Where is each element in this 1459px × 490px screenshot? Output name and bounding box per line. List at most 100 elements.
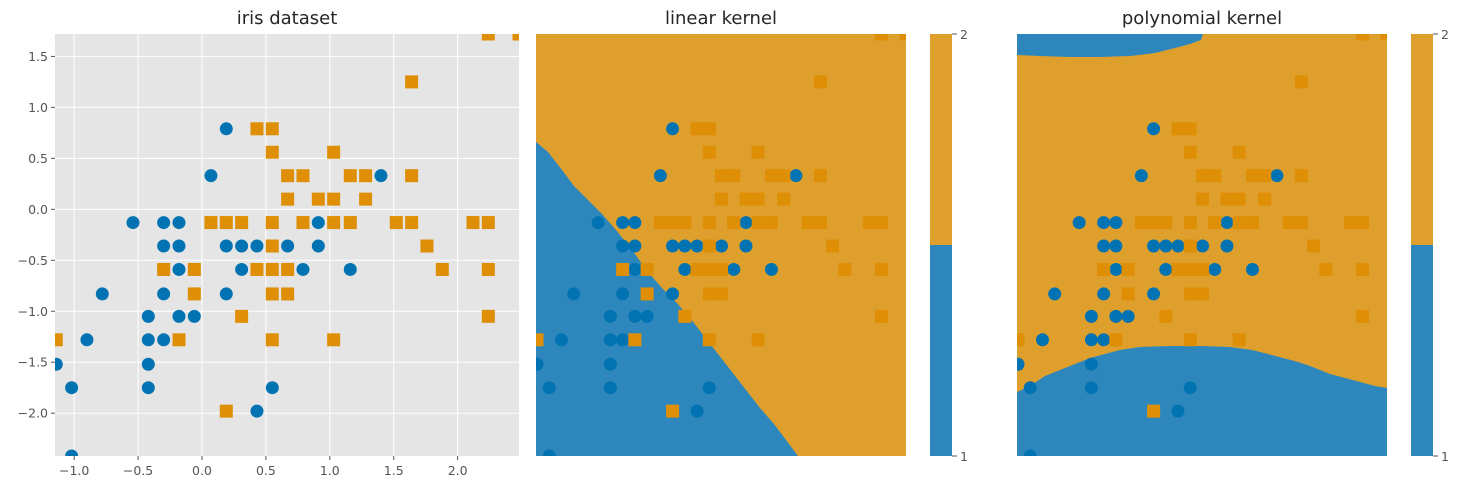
panel-iris-dataset: −1.0 −0.5 0.0 0.5 1.0 1.5 2.0 1.5 1.0 0.5 0.0 −0.5… bbox=[18, 8, 519, 478]
data-point-square bbox=[1109, 333, 1123, 347]
data-point-square bbox=[1183, 262, 1197, 276]
data-point-circle bbox=[1183, 381, 1197, 395]
colorbar-segment-2 bbox=[1411, 34, 1433, 245]
y-tick-label: −1.5 bbox=[18, 355, 48, 370]
data-point-circle bbox=[172, 309, 186, 323]
data-point-square bbox=[875, 309, 889, 323]
data-point-circle bbox=[603, 357, 617, 371]
data-point-square bbox=[1307, 239, 1321, 253]
data-point-circle bbox=[678, 239, 692, 253]
data-point-square bbox=[1196, 192, 1210, 206]
colorbar-tick-label: 2 bbox=[960, 27, 968, 42]
data-point-square bbox=[715, 192, 729, 206]
panel-title: iris dataset bbox=[237, 8, 338, 29]
data-point-square bbox=[1196, 287, 1210, 301]
data-point-square bbox=[405, 216, 419, 230]
data-point-square bbox=[813, 75, 827, 89]
data-point-square bbox=[1319, 262, 1333, 276]
data-point-square bbox=[653, 216, 667, 230]
data-point-circle bbox=[281, 239, 295, 253]
data-point-circle bbox=[1171, 239, 1185, 253]
data-point-square bbox=[640, 262, 654, 276]
colorbar-tick-label: 2 bbox=[1441, 27, 1449, 42]
data-point-circle bbox=[1208, 262, 1222, 276]
data-point-circle bbox=[1109, 262, 1123, 276]
data-point-circle bbox=[702, 381, 716, 395]
colorbar: 2 1 bbox=[1411, 27, 1449, 464]
data-point-circle bbox=[628, 309, 642, 323]
data-point-square bbox=[1356, 34, 1370, 41]
data-point-circle bbox=[739, 216, 753, 230]
x-axis-ticks: −1.0 −0.5 0.0 0.5 1.0 1.5 2.0 bbox=[59, 456, 468, 478]
data-point-square bbox=[1232, 333, 1246, 347]
data-point-circle bbox=[141, 357, 155, 371]
data-point-square bbox=[296, 216, 310, 230]
data-point-circle bbox=[1097, 333, 1111, 347]
data-point-square bbox=[235, 216, 249, 230]
data-point-circle bbox=[764, 262, 778, 276]
decision-region-class-1-top bbox=[1017, 34, 1203, 57]
data-point-square bbox=[405, 169, 419, 183]
data-point-square bbox=[343, 169, 357, 183]
data-point-square bbox=[265, 333, 279, 347]
data-point-square bbox=[727, 216, 741, 230]
data-point-circle bbox=[1097, 216, 1111, 230]
data-point-square bbox=[1380, 34, 1387, 41]
data-point-square bbox=[1196, 169, 1210, 183]
data-point-circle bbox=[739, 239, 753, 253]
data-point-circle bbox=[536, 357, 544, 371]
data-point-circle bbox=[603, 381, 617, 395]
data-point-square bbox=[512, 34, 519, 41]
data-point-circle bbox=[1147, 287, 1161, 301]
data-point-square bbox=[1097, 262, 1111, 276]
y-tick-label: 0.5 bbox=[28, 151, 48, 166]
data-point-circle bbox=[219, 122, 233, 136]
data-point-square bbox=[281, 192, 295, 206]
x-tick-label: 2.0 bbox=[448, 463, 468, 478]
data-point-circle bbox=[1084, 381, 1098, 395]
data-point-square bbox=[1183, 333, 1197, 347]
y-tick-label: −1.0 bbox=[18, 304, 48, 319]
data-point-circle bbox=[1147, 239, 1161, 253]
x-tick-label: −1.0 bbox=[59, 463, 89, 478]
decision-region-class-1-bottom bbox=[1017, 346, 1387, 456]
data-point-square bbox=[187, 287, 201, 301]
data-point-square bbox=[311, 192, 325, 206]
data-point-square bbox=[204, 216, 218, 230]
colorbar-tick-label: 1 bbox=[960, 449, 968, 464]
data-point-square bbox=[1245, 216, 1259, 230]
data-point-square bbox=[281, 287, 295, 301]
data-point-square bbox=[702, 216, 716, 230]
data-point-square bbox=[1147, 216, 1161, 230]
data-point-square bbox=[862, 216, 876, 230]
data-point-circle bbox=[265, 381, 279, 395]
data-point-square bbox=[281, 262, 295, 276]
data-point-square bbox=[1294, 169, 1308, 183]
data-point-square bbox=[777, 192, 791, 206]
data-point-circle bbox=[616, 239, 630, 253]
colorbar: 2 1 bbox=[930, 27, 968, 464]
data-point-circle bbox=[172, 239, 186, 253]
data-point-square bbox=[359, 169, 373, 183]
data-point-circle bbox=[554, 333, 568, 347]
data-point-square bbox=[751, 333, 765, 347]
data-point-circle bbox=[1035, 333, 1049, 347]
data-point-square bbox=[690, 122, 704, 136]
colorbar-segment-1 bbox=[930, 245, 952, 456]
data-point-circle bbox=[727, 262, 741, 276]
data-point-circle bbox=[126, 216, 140, 230]
data-point-square bbox=[265, 287, 279, 301]
data-point-square bbox=[1196, 262, 1210, 276]
data-point-square bbox=[405, 75, 419, 89]
data-point-circle bbox=[1147, 122, 1161, 136]
data-point-square bbox=[1183, 287, 1197, 301]
data-point-square bbox=[838, 262, 852, 276]
data-point-square bbox=[250, 122, 264, 136]
data-point-circle bbox=[591, 216, 605, 230]
data-point-circle bbox=[187, 309, 201, 323]
data-point-circle bbox=[678, 262, 692, 276]
data-point-square bbox=[826, 239, 840, 253]
data-point-square bbox=[1294, 216, 1308, 230]
data-point-circle bbox=[172, 262, 186, 276]
scatter-points bbox=[55, 34, 519, 456]
